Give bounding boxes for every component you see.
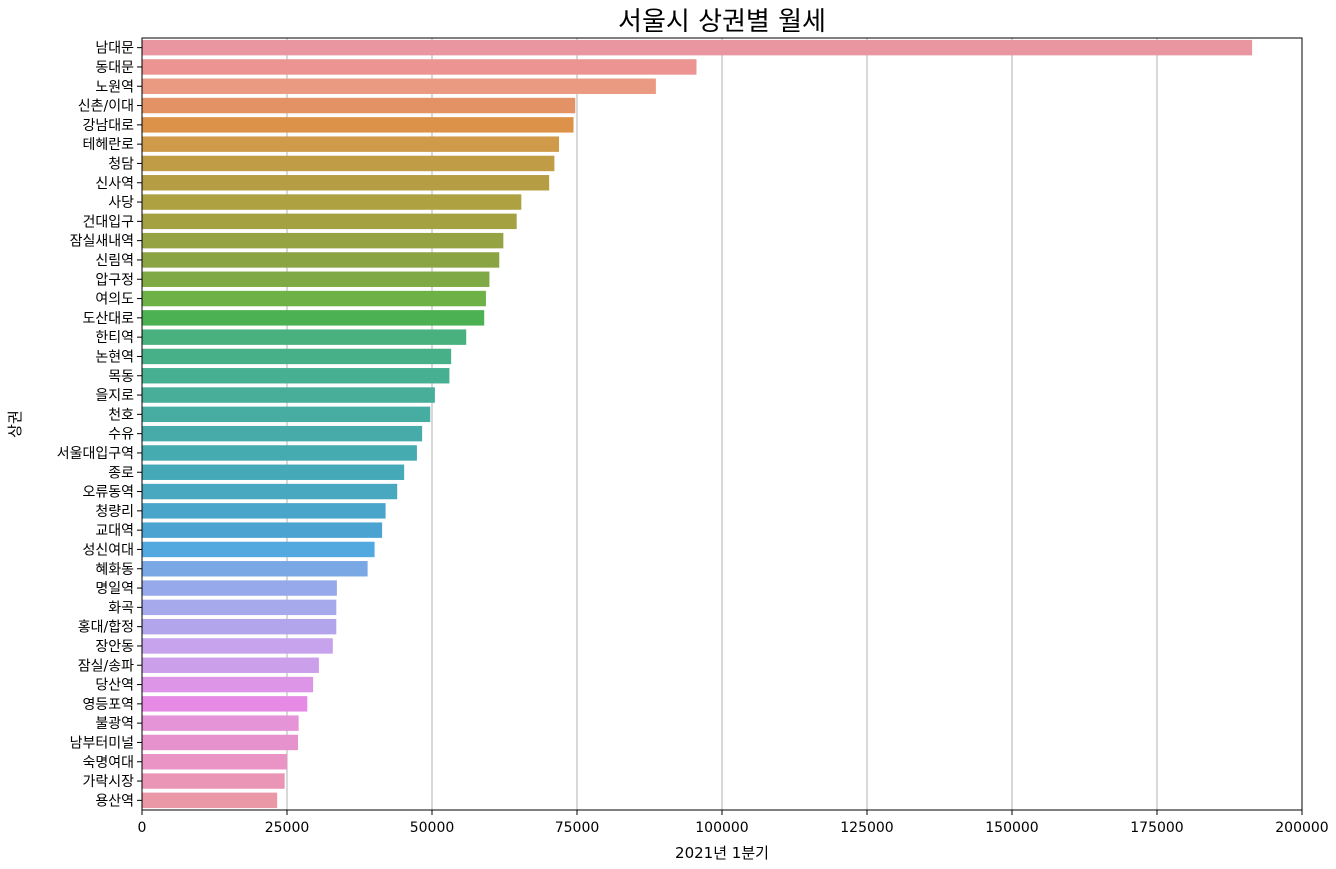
y-tick-label-7: 신사역 xyxy=(95,176,134,192)
bar-30 xyxy=(142,618,337,635)
y-tick-label-20: 수유 xyxy=(108,427,134,443)
bar-0 xyxy=(142,39,1253,56)
y-tick-label-28: 명일역 xyxy=(95,581,134,597)
y-tick-label-5: 테헤란로 xyxy=(82,137,134,153)
y-tick-label-21: 서울대입구역 xyxy=(57,446,134,462)
bar-11 xyxy=(142,252,500,268)
bar-12 xyxy=(142,271,490,287)
y-tick-label-14: 도산대로 xyxy=(82,311,134,327)
bar-31 xyxy=(142,638,333,654)
x-tick-label-2: 50000 xyxy=(410,820,455,836)
y-tick-label-35: 불광역 xyxy=(95,716,134,732)
y-tick-label-39: 용산역 xyxy=(95,793,134,809)
bar-18 xyxy=(142,387,435,403)
y-tick-label-13: 여의도 xyxy=(95,292,134,308)
bar-29 xyxy=(142,599,337,616)
bar-15 xyxy=(142,329,467,345)
grid-lines xyxy=(286,38,1303,810)
bar-33 xyxy=(142,676,314,693)
y-tick-label-19: 천호 xyxy=(108,407,134,423)
x-tick-label-6: 150000 xyxy=(985,820,1038,836)
bar-26 xyxy=(142,541,375,558)
x-tick-label-7: 175000 xyxy=(1130,820,1183,836)
y-tick-label-29: 화곡 xyxy=(108,600,134,616)
x-tick-label-1: 25000 xyxy=(265,820,310,836)
bar-22 xyxy=(142,464,405,480)
x-tick-label-5: 125000 xyxy=(840,820,893,836)
bar-17 xyxy=(142,368,450,384)
y-tick-label-8: 사당 xyxy=(108,195,134,211)
bar-7 xyxy=(142,175,550,191)
y-tick-label-11: 신림역 xyxy=(95,253,134,269)
bar-16 xyxy=(142,348,452,365)
y-tick-label-36: 남부터미널 xyxy=(70,735,134,751)
bar-34 xyxy=(142,696,308,712)
y-tick-label-18: 을지로 xyxy=(95,388,134,404)
bar-38 xyxy=(142,773,285,789)
y-tick-label-27: 혜화동 xyxy=(95,562,134,578)
x-tick-label-3: 75000 xyxy=(555,820,600,836)
x-tick-label-8: 200000 xyxy=(1275,820,1328,836)
y-tick-label-0: 남대문 xyxy=(95,41,134,57)
bar-24 xyxy=(142,503,386,519)
y-tick-label-4: 강남대로 xyxy=(82,118,134,134)
bar-10 xyxy=(142,232,504,249)
bar-21 xyxy=(142,445,417,461)
bar-6 xyxy=(142,155,555,172)
bar-19 xyxy=(142,406,431,423)
y-tick-label-2: 노원역 xyxy=(95,79,134,95)
bar-27 xyxy=(142,561,368,577)
bar-28 xyxy=(142,580,337,596)
x-axis-label: 2021년 1분기 xyxy=(675,844,769,862)
y-tick-label-33: 당산역 xyxy=(95,678,134,694)
bar-37 xyxy=(142,754,287,770)
y-tick-label-31: 장안동 xyxy=(95,639,134,655)
plot-frame xyxy=(141,37,1303,811)
bars xyxy=(142,39,1253,809)
y-tick-label-23: 오류동역 xyxy=(82,485,134,501)
y-tick-label-6: 청담 xyxy=(108,156,134,172)
y-tick-label-22: 종로 xyxy=(108,465,134,481)
y-axis: 남대문동대문노원역신촌/이대강남대로테헤란로청담신사역사당건대입구잠실새내역신림… xyxy=(57,41,142,809)
bar-25 xyxy=(142,522,383,538)
x-axis: 0 25000 50000 75000 100000 125000 150000 175000… xyxy=(138,810,1329,836)
y-tick-label-34: 영등포역 xyxy=(82,697,134,713)
bar-5 xyxy=(142,136,560,152)
x-tick-label-0: 0 xyxy=(138,820,147,836)
bar-36 xyxy=(142,734,299,751)
y-tick-label-37: 숙명여대 xyxy=(82,755,134,771)
y-tick-label-32: 잠실/송파 xyxy=(78,658,134,674)
bar-4 xyxy=(142,117,574,133)
bar-2 xyxy=(142,78,656,94)
y-tick-label-25: 교대역 xyxy=(95,523,134,539)
bar-8 xyxy=(142,194,522,210)
y-tick-label-15: 한티역 xyxy=(95,330,134,346)
y-tick-label-26: 성신여대 xyxy=(82,542,134,558)
bar-35 xyxy=(142,715,299,731)
y-tick-label-1: 동대문 xyxy=(95,60,134,76)
y-tick-label-24: 청량리 xyxy=(95,504,134,520)
bar-3 xyxy=(142,97,576,114)
bar-9 xyxy=(142,213,517,230)
bar-20 xyxy=(142,425,423,442)
y-tick-label-17: 목동 xyxy=(108,369,134,385)
y-axis-label: 상권 xyxy=(6,410,24,438)
bar-14 xyxy=(142,310,485,326)
y-tick-label-30: 홍대/합정 xyxy=(78,620,134,636)
bar-1 xyxy=(142,59,697,75)
y-tick-label-9: 건대입구 xyxy=(82,214,134,230)
bar-39 xyxy=(142,792,278,809)
y-tick-label-3: 신촌/이대 xyxy=(78,99,134,115)
y-tick-label-12: 압구정 xyxy=(95,272,134,288)
x-tick-label-4: 100000 xyxy=(695,820,748,836)
bar-32 xyxy=(142,657,319,673)
bar-13 xyxy=(142,290,486,307)
y-tick-label-38: 가락시장 xyxy=(82,774,134,790)
bar-23 xyxy=(142,483,398,500)
y-tick-label-16: 논현역 xyxy=(95,349,134,365)
chart-title: 서울시 상권별 월세 xyxy=(618,7,826,37)
y-tick-label-10: 잠실새내역 xyxy=(70,234,134,250)
